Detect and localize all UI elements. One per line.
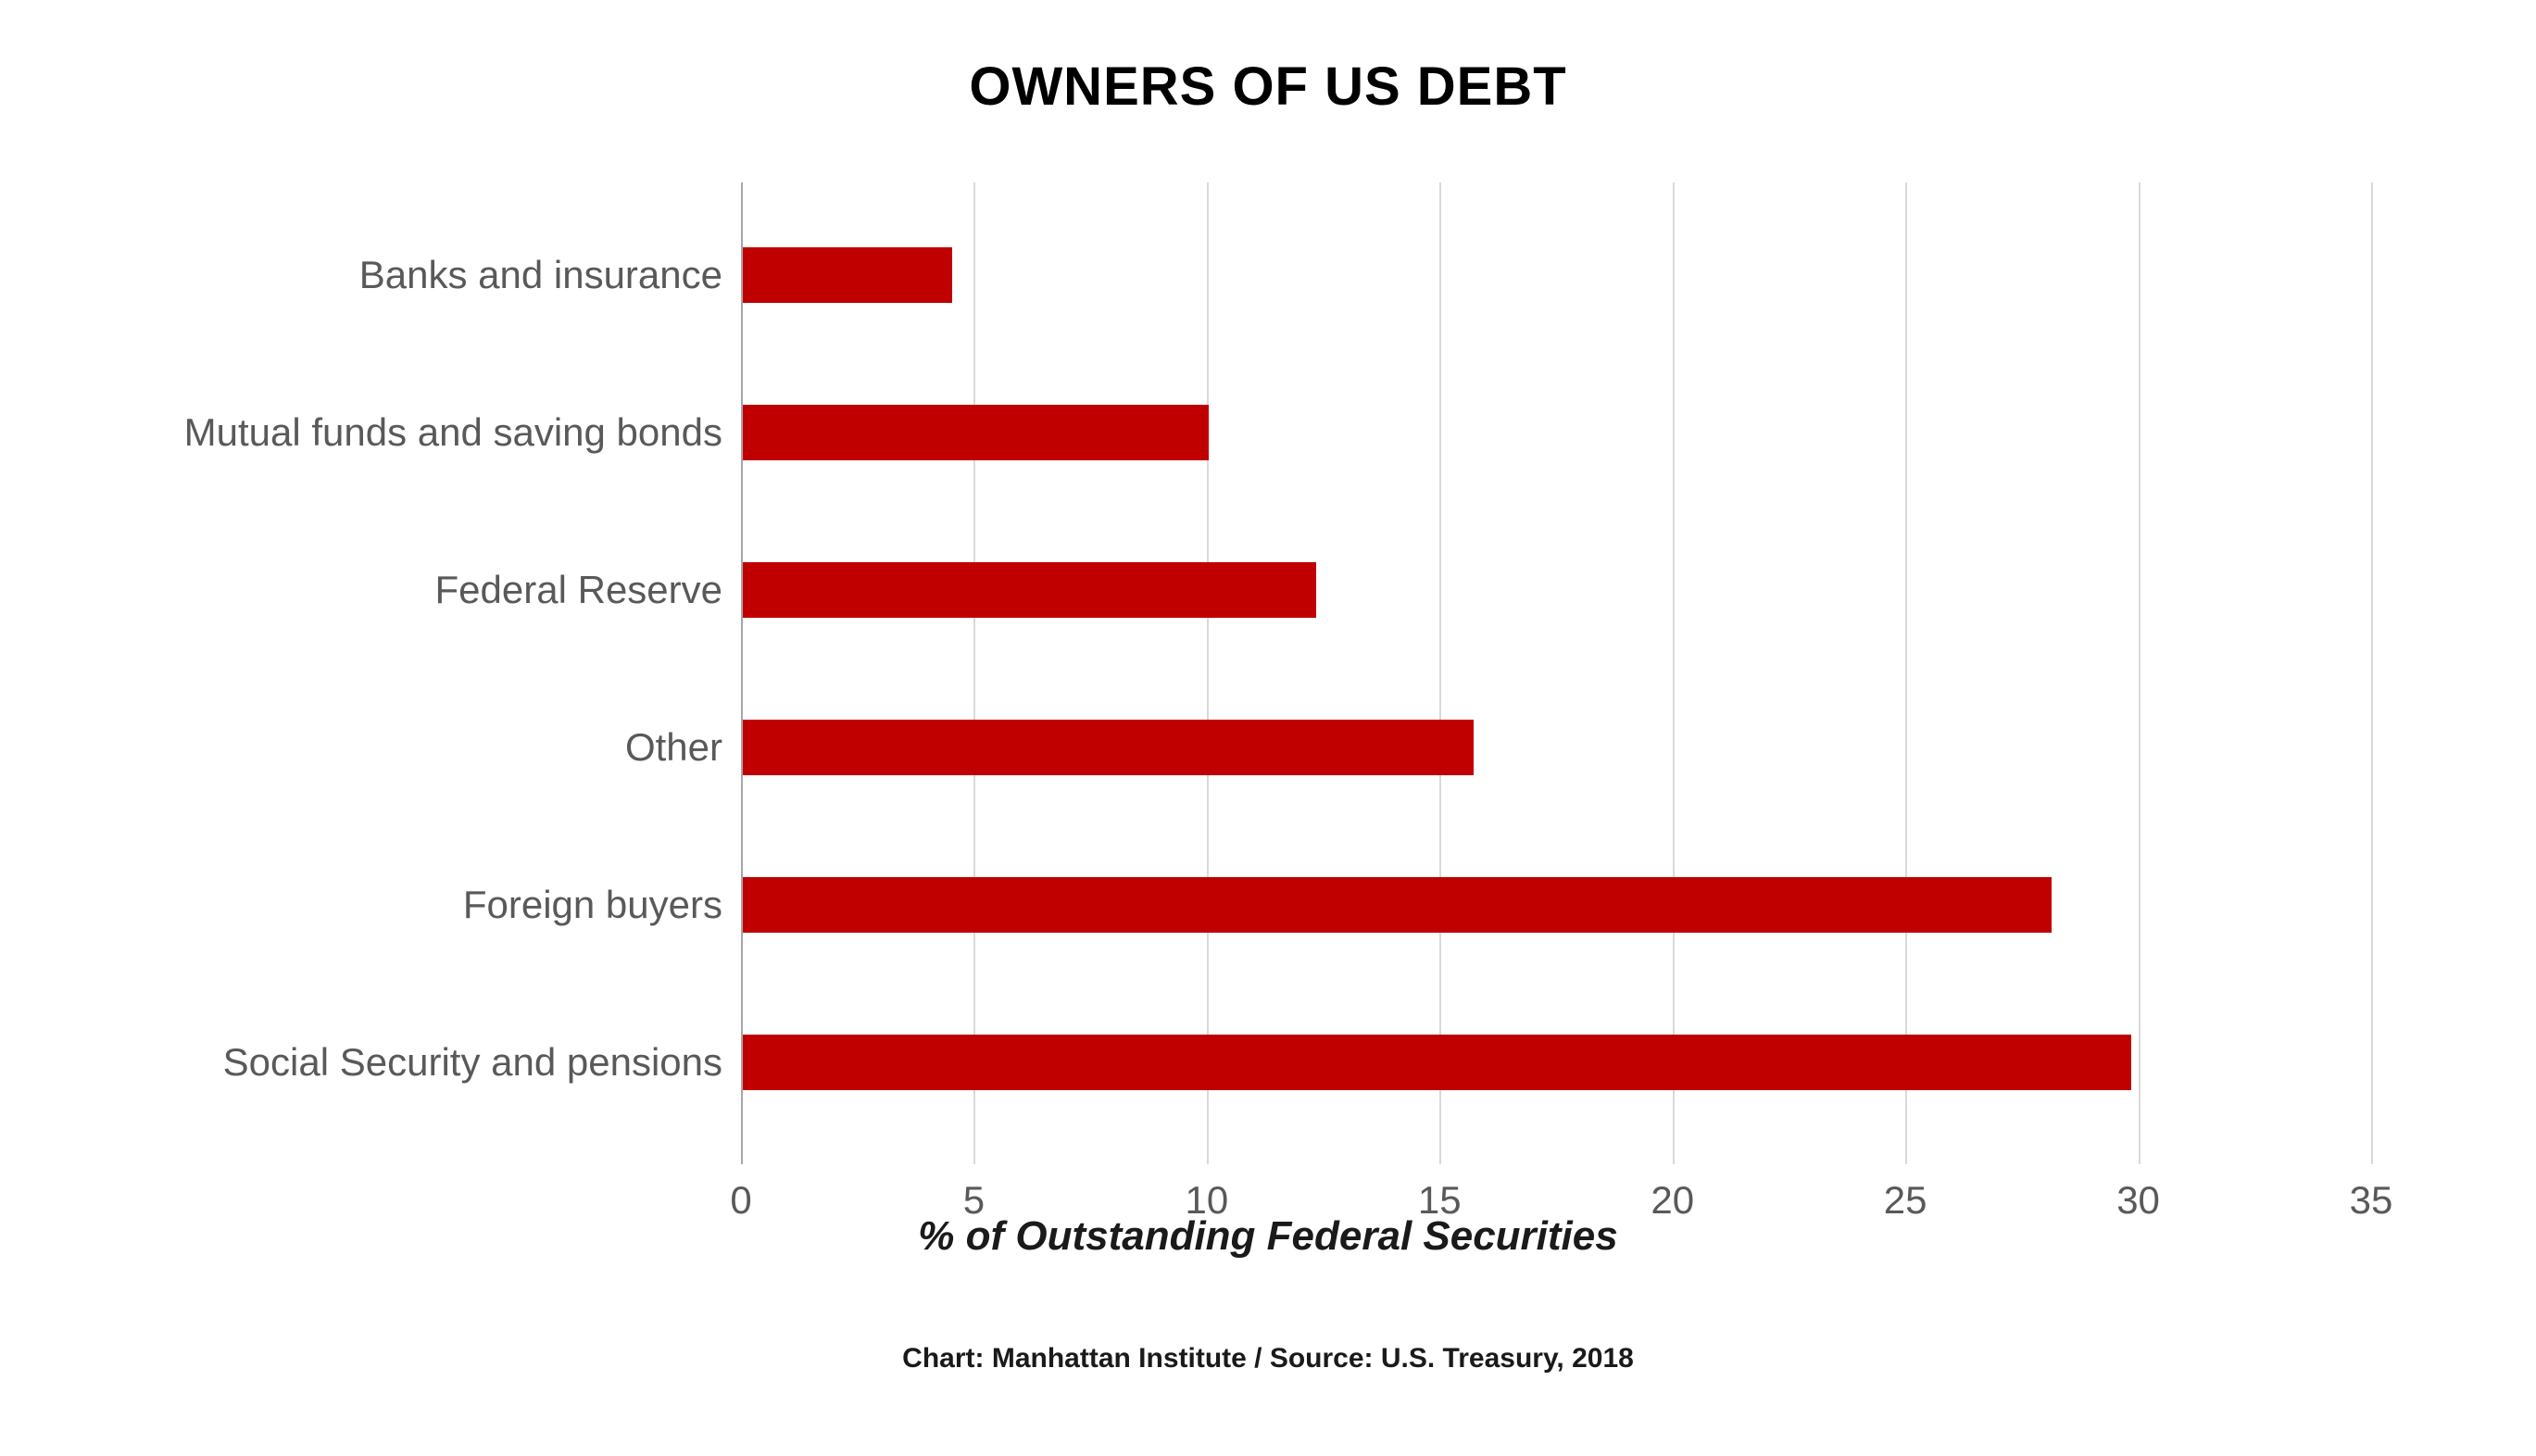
bar xyxy=(743,247,952,303)
grid-line xyxy=(1207,182,1209,1164)
y-category-label: Federal Reserve xyxy=(435,568,722,612)
bar-row xyxy=(743,877,2052,933)
bar-row xyxy=(743,247,952,303)
x-axis-title: % of Outstanding Federal Securities xyxy=(46,1213,2490,1260)
chart-credit: Chart: Manhattan Institute / Source: U.S… xyxy=(46,1343,2490,1374)
y-category-label: Banks and insurance xyxy=(359,253,722,297)
bar xyxy=(743,1035,2131,1090)
chart-title: OWNERS OF US DEBT xyxy=(46,56,2490,118)
grid-line xyxy=(973,182,975,1164)
y-category-label: Mutual funds and saving bonds xyxy=(184,410,722,455)
grid-line xyxy=(1905,182,1907,1164)
grid-line xyxy=(1439,182,1441,1164)
grid-line xyxy=(2371,182,2373,1164)
bar xyxy=(743,405,1209,460)
bar-row xyxy=(743,1035,2131,1090)
bar-row xyxy=(743,562,1316,618)
y-category-label: Foreign buyers xyxy=(463,883,722,927)
bar xyxy=(743,562,1316,618)
bar xyxy=(743,720,1474,775)
grid-line xyxy=(2139,182,2141,1164)
bar-row xyxy=(743,405,1209,460)
plot-area: 05101520253035Banks and insuranceMutual … xyxy=(741,182,2371,1164)
bar xyxy=(743,877,2052,933)
bar-row xyxy=(743,720,1474,775)
chart-container: OWNERS OF US DEBT 05101520253035Banks an… xyxy=(46,56,2490,1164)
y-axis-line xyxy=(741,182,743,1164)
y-category-label: Other xyxy=(625,725,722,770)
grid-line xyxy=(1673,182,1675,1164)
y-category-label: Social Security and pensions xyxy=(223,1040,722,1085)
